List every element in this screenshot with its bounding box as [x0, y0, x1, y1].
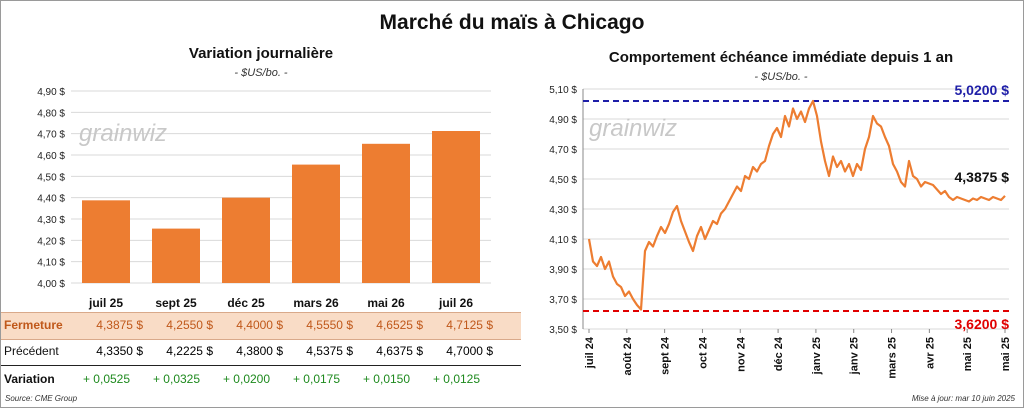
last-price-label: 4,3875 $	[955, 169, 1010, 185]
variation-cell: + 0,0150	[362, 372, 411, 386]
x-tick-label: juil 24	[584, 336, 596, 369]
table-row-previous: Précédent 4,3350 $ 4,2225 $ 4,3800 $ 4,5375…	[1, 339, 521, 366]
variation-cell: + 0,0325	[152, 372, 201, 386]
variation-cell: + 0,0175	[292, 372, 341, 386]
y-tick-label: 4,10 $	[37, 258, 65, 269]
table-row-close: Fermeture 4,3875 $ 4,2550 $ 4,4000 $ 4,5550…	[1, 312, 521, 340]
bar	[292, 164, 340, 283]
y-tick-label: 4,10 $	[549, 235, 577, 246]
close-cell: 4,4000 $	[236, 318, 283, 332]
bar-chart-title: Variation journalière	[188, 45, 334, 62]
low-label: 3,6200 $	[955, 316, 1010, 332]
high-label: 5,0200 $	[955, 82, 1010, 98]
y-tick-label: 4,80 $	[37, 108, 65, 119]
x-tick-label: mars 25	[887, 337, 899, 379]
x-tick-label: avr 25	[924, 337, 936, 369]
table-row-variation: Variation + 0,0525 + 0,0325 + 0,0200 + 0,01…	[1, 367, 521, 393]
line-chart-title: Comportement échéance immédiate depuis 1…	[608, 49, 954, 66]
y-tick-label: 3,50 $	[549, 325, 577, 336]
previous-cell: 4,3350 $	[96, 344, 143, 358]
x-tick-label: mai 25	[962, 337, 974, 371]
y-tick-label: 5,10 $	[549, 85, 577, 96]
bar	[152, 228, 200, 283]
x-tick-label: mai 25	[1000, 337, 1012, 371]
bar	[362, 143, 410, 283]
variation-cell: + 0,0525	[82, 372, 131, 386]
close-cell: 4,7125 $	[446, 318, 493, 332]
y-tick-label: 4,70 $	[37, 130, 65, 141]
previous-cell: 4,3800 $	[236, 344, 283, 358]
y-tick-label: 4,50 $	[549, 175, 577, 186]
x-tick-label: déc 24	[773, 336, 785, 371]
previous-cell: 4,2225 $	[166, 344, 213, 358]
y-tick-label: 4,40 $	[37, 194, 65, 205]
bar-chart-unit: - $US/bo. -	[234, 67, 288, 79]
y-tick-label: 4,30 $	[37, 215, 65, 226]
y-tick-label: 4,20 $	[37, 236, 65, 247]
bar-chart: 4,00 $ 4,10 $ 4,20 $ 4,30 $ 4,40 $ 4,50 $ 4,60…	[37, 87, 491, 310]
y-tick-label: 4,50 $	[37, 172, 65, 183]
x-tick-label: oct 24	[697, 336, 709, 369]
x-tick-label: janv 25	[811, 337, 823, 375]
close-cell: 4,2550 $	[166, 318, 213, 332]
bar	[432, 131, 480, 283]
x-tick-label: janv 25	[849, 337, 861, 375]
y-tick-label: 3,90 $	[549, 265, 577, 276]
previous-label: Précédent	[4, 344, 59, 358]
variation-cell: + 0,0200	[222, 372, 271, 386]
close-cell: 4,3875 $	[96, 318, 143, 332]
bar	[82, 200, 130, 283]
x-tick-label: déc 25	[227, 296, 265, 310]
y-tick-label: 4,30 $	[549, 205, 577, 216]
x-tick-label: mars 26	[293, 296, 339, 310]
page-title: Marché du maïs à Chicago	[379, 11, 645, 34]
update-note: Mise à jour: mar 10 juin 2025	[911, 394, 1015, 403]
source-note: Source: CME Group	[5, 394, 78, 403]
watermark-logo: grainwiz	[79, 120, 167, 147]
previous-cell: 4,6375 $	[376, 344, 423, 358]
line-chart-unit: - $US/bo. -	[754, 71, 808, 83]
y-tick-label: 4,70 $	[549, 145, 577, 156]
y-tick-label: 3,70 $	[549, 295, 577, 306]
price-line	[587, 99, 1006, 311]
y-tick-label: 4,00 $	[37, 279, 65, 290]
close-label: Fermeture	[4, 318, 63, 332]
x-tick-label: août 24	[622, 336, 634, 375]
x-tick-label: juil 25	[88, 296, 123, 310]
x-tick-label: nov 24	[735, 336, 747, 372]
x-tick-label: sept 24	[660, 336, 672, 375]
y-tick-label: 4,90 $	[37, 87, 65, 98]
y-tick-label: 4,60 $	[37, 151, 65, 162]
x-tick-label: juil 26	[438, 296, 473, 310]
close-cell: 4,5550 $	[306, 318, 353, 332]
variation-label: Variation	[4, 372, 55, 386]
variation-cell: + 0,0125	[432, 372, 481, 386]
previous-cell: 4,7000 $	[446, 344, 493, 358]
previous-cell: 4,5375 $	[306, 344, 353, 358]
close-cell: 4,6525 $	[376, 318, 423, 332]
bar	[222, 197, 270, 283]
x-tick-label: mai 26	[367, 296, 405, 310]
line-chart: 3,50 $ 3,70 $ 3,90 $ 4,10 $ 4,30 $ 4,50 $ 4,70…	[549, 82, 1012, 379]
y-tick-label: 4,90 $	[549, 115, 577, 126]
watermark-logo: grainwiz	[589, 115, 677, 142]
x-tick-label: sept 25	[155, 296, 197, 310]
